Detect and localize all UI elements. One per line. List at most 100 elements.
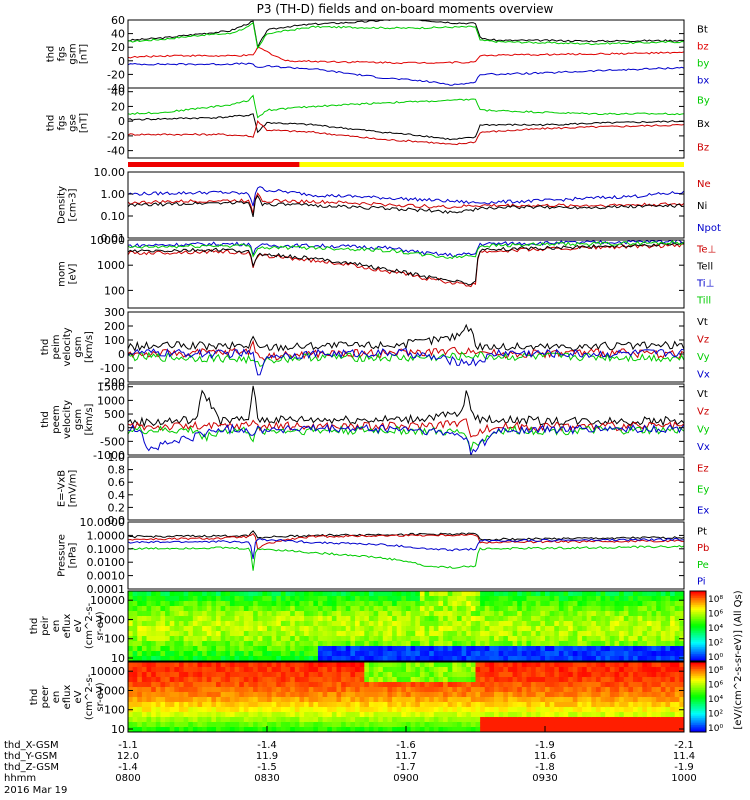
spectrogram-cell	[285, 616, 291, 622]
spectrogram-cell	[646, 667, 653, 673]
spectrogram-cell	[605, 616, 611, 622]
spectrogram-cell	[225, 621, 231, 627]
spectrogram-cell	[396, 636, 402, 642]
spectrogram-cell	[540, 611, 546, 617]
legend-Ez: Ez	[697, 464, 709, 475]
legend-Pe: Pe	[697, 560, 709, 571]
spectrogram-cell	[558, 677, 565, 683]
spectrogram-cell	[628, 717, 634, 723]
spectrogram-cell	[132, 722, 138, 728]
spectrogram-cell	[271, 727, 277, 732]
spectrogram-cell	[577, 727, 583, 732]
legend-Tell: Tell	[696, 262, 713, 273]
spectrogram-cell	[568, 687, 574, 693]
spectrogram-cell	[188, 651, 194, 657]
spectrogram-cell	[466, 646, 472, 652]
spectrogram-cell	[197, 621, 203, 627]
spectrogram-cell	[582, 677, 588, 683]
spectrogram-cell	[503, 677, 509, 683]
spectrogram-cell	[368, 687, 375, 693]
spectrogram-cell	[294, 641, 301, 647]
spectrogram-cell	[313, 636, 319, 642]
spectrogram-cell	[558, 702, 565, 708]
spectrogram-cell	[197, 682, 203, 688]
spectrogram-cell	[633, 621, 639, 627]
spectrogram-cell	[670, 707, 676, 713]
spectrogram-cell	[503, 697, 509, 703]
spectrogram-cell	[267, 702, 273, 708]
spectrogram-cell	[656, 707, 662, 713]
spectrogram-cell	[345, 717, 351, 723]
spectrogram-cell	[572, 682, 579, 688]
spectrogram-cell	[494, 656, 500, 661]
spectrogram-cell	[267, 626, 273, 632]
spectrogram-cell	[294, 601, 301, 607]
y-tick-label: 0.8	[108, 464, 126, 477]
spectrogram-cell	[609, 601, 616, 607]
spectrogram-cell	[531, 682, 537, 688]
spectrogram-cell	[563, 606, 569, 612]
spectrogram-cell	[614, 697, 620, 703]
spectrogram-cell	[165, 687, 171, 693]
spectrogram-cell	[466, 641, 472, 647]
spectrogram-cell	[368, 682, 375, 688]
spectrogram-cell	[470, 616, 477, 622]
spectrogram-cell	[368, 601, 375, 607]
spectrogram-cell	[419, 697, 426, 703]
spectrogram-cell	[614, 611, 620, 617]
spectrogram-cell	[466, 601, 472, 607]
spectrogram-cell	[591, 646, 597, 652]
spectrogram-cell	[382, 692, 389, 698]
spectrogram-cell	[545, 601, 551, 607]
spectrogram-cell	[568, 601, 574, 607]
spectrogram-cell	[271, 692, 277, 698]
spectrogram-cell	[206, 727, 212, 732]
spectrogram-cell	[665, 601, 671, 607]
spectrogram-cell	[253, 631, 259, 637]
y-axis-label-line: thd	[29, 618, 40, 635]
spectrogram-cell	[304, 621, 310, 627]
spectrogram-cell	[429, 651, 435, 657]
spectrogram-cell	[642, 672, 648, 678]
spectrogram-cell	[202, 611, 208, 617]
spectrogram-cell	[276, 616, 282, 622]
spectrogram-cell	[628, 601, 634, 607]
spectrogram-cell	[554, 606, 560, 612]
spectrogram-cell	[670, 717, 676, 723]
spectrogram-cell	[642, 677, 648, 683]
spectrogram-cell	[651, 611, 657, 617]
spectrogram-cell	[480, 621, 486, 627]
spectrogram-cell	[614, 656, 620, 661]
spectrogram-cell	[271, 697, 277, 703]
spectrogram-cell	[378, 717, 384, 723]
spectrogram-cell	[535, 667, 541, 673]
y-tick-label: 0	[118, 115, 125, 128]
spectrogram-cell	[521, 727, 528, 732]
spectrogram-cell	[410, 712, 416, 718]
spectrogram-cell	[549, 621, 555, 627]
spectrogram-cell	[568, 641, 574, 647]
legend-Pt: Pt	[697, 526, 707, 537]
spectrogram-cell	[591, 707, 597, 713]
spectrogram-cell	[651, 636, 657, 642]
spectrogram-cell	[132, 672, 138, 678]
spectrogram-cell	[605, 636, 611, 642]
spectrogram-cell	[637, 591, 643, 597]
spectrogram-cell	[128, 621, 134, 627]
spectrogram-cell	[211, 591, 217, 597]
spectrogram-cell	[619, 646, 625, 652]
spectrogram-cell	[545, 631, 551, 637]
spectrogram-cell	[355, 707, 361, 713]
spectrogram-cell	[429, 591, 435, 597]
spectrogram-cell	[151, 692, 157, 698]
colorbar-swatch	[690, 624, 706, 627]
spectrogram-cell	[466, 631, 472, 637]
spectrogram-cell	[526, 601, 532, 607]
spectrogram-cell	[225, 626, 231, 632]
spectrogram-cell	[512, 667, 518, 673]
spectrogram-cell	[503, 611, 509, 617]
spectrogram-cell	[359, 656, 365, 661]
spectrogram-cell	[614, 651, 620, 657]
spectrogram-cell	[568, 611, 574, 617]
spectrogram-cell	[595, 697, 602, 703]
